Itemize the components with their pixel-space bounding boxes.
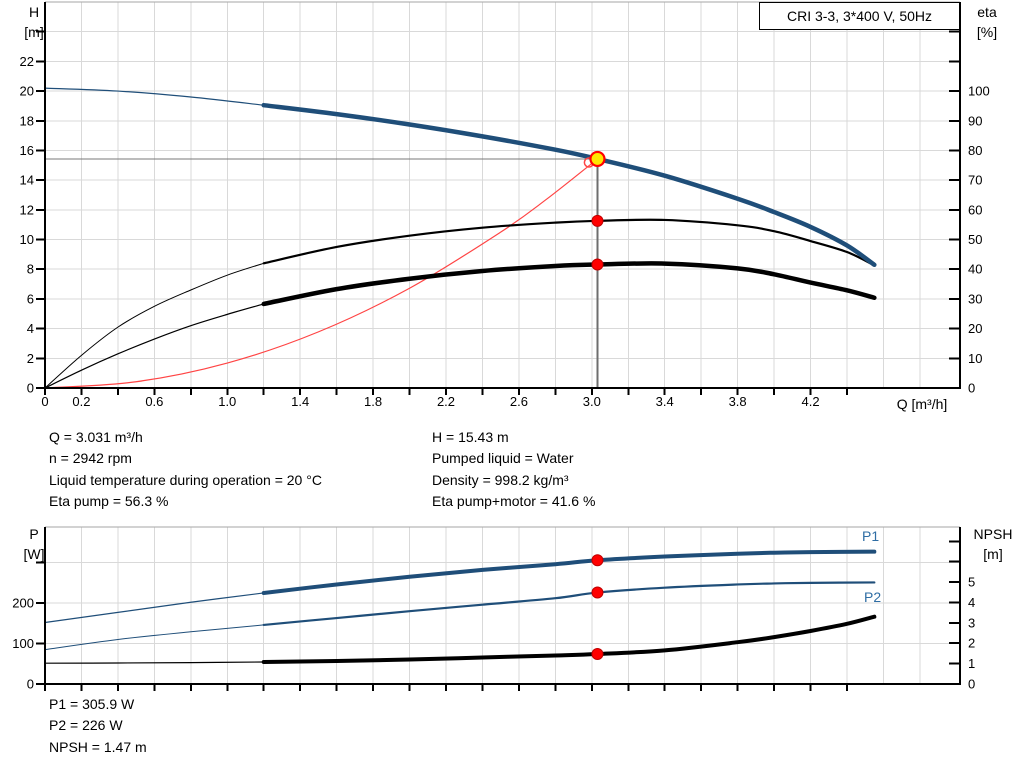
y-left-tick-label: 18 xyxy=(20,113,34,128)
speed-value: n = 2942 rpm xyxy=(49,450,132,467)
x-tick-label: 3.4 xyxy=(656,394,674,409)
p2-curve-label: P2 xyxy=(864,589,882,605)
p1-curve xyxy=(261,549,877,595)
x-tick-label: 4.2 xyxy=(801,394,819,409)
npsh-curve xyxy=(261,614,877,664)
y-right-tick-label: 0 xyxy=(968,677,975,692)
h-value: H = 15.43 m xyxy=(432,429,509,445)
npsh-value: NPSH = 1.47 m xyxy=(49,738,147,755)
h-axis-label: H [m] xyxy=(24,4,44,40)
y-left-tick-label: 8 xyxy=(27,262,34,277)
x-tick-label: 0.2 xyxy=(72,394,90,409)
duty-info-right: H = 15.43 m Pumped liquid = Water Densit… xyxy=(432,427,595,513)
q-value: Q = 3.031 m³/h xyxy=(49,429,143,445)
liquid-temperature-value: Liquid temperature during operation = 20… xyxy=(49,471,322,488)
density-value: Density = 998.2 kg/m³ xyxy=(432,471,569,488)
head-curve xyxy=(261,102,877,268)
p-axis-label: P [W] xyxy=(23,526,45,562)
y-right-tick-label: 30 xyxy=(968,291,982,306)
y-right-tick-label: 1 xyxy=(968,656,975,671)
y-right-tick-label: 2 xyxy=(968,636,975,651)
y-right-tick-label: 40 xyxy=(968,262,982,277)
head-curve-thin xyxy=(44,87,265,106)
y-left-tick-label: 2 xyxy=(27,351,34,366)
x-tick-label: 1.8 xyxy=(364,394,382,409)
eta-pump-motor-value: Eta pump+motor = 41.6 % xyxy=(432,493,596,510)
y-right-tick-label: 20 xyxy=(968,321,982,336)
system-curve xyxy=(44,158,599,389)
p1-curve-thin xyxy=(44,592,265,624)
pump-model-box: CRI 3-3, 3*400 V, 50Hz xyxy=(759,2,960,30)
x-tick-label: 1.0 xyxy=(218,394,236,409)
duty-point-marker[interactable] xyxy=(589,150,606,168)
y-left-tick-label: 200 xyxy=(12,596,34,611)
pumped-liquid-value: Pumped liquid = Water xyxy=(432,450,574,467)
y-right-tick-label: 4 xyxy=(968,595,975,610)
duty-dot-eta-pump-motor-curve xyxy=(591,258,604,271)
power-info: P1 = 305.9 W P2 = 226 W NPSH = 1.47 m xyxy=(49,694,147,758)
eta-pump-value: Eta pump = 56.3 % xyxy=(49,493,169,510)
duty-dot-p1-curve xyxy=(591,554,604,567)
x-tick-label: 2.2 xyxy=(437,394,455,409)
y-right-tick-label: 3 xyxy=(968,615,975,630)
y-left-tick-label: 6 xyxy=(27,291,34,306)
duty-dot-npsh-curve xyxy=(591,648,604,661)
y-left-tick-label: 16 xyxy=(20,143,34,158)
duty-dot-eta-pump-curve xyxy=(591,214,604,227)
y-left-tick-label: 0 xyxy=(27,381,34,396)
y-right-tick-label: 90 xyxy=(968,113,982,128)
y-left-tick-label: 100 xyxy=(12,636,34,651)
npsh-curve-thin xyxy=(44,661,265,664)
duty-dot-p2-curve xyxy=(591,586,604,599)
y-left-tick-label: 0 xyxy=(27,677,34,692)
p2-curve xyxy=(262,581,876,627)
p2-curve-thin xyxy=(44,624,265,651)
y-left-tick-label: 4 xyxy=(27,321,34,336)
p2-value: P2 = 226 W xyxy=(49,717,123,734)
x-tick-label: 0 xyxy=(41,394,48,409)
eta-axis-label: eta [%] xyxy=(976,4,998,40)
y-right-tick-label: 70 xyxy=(968,173,982,188)
y-right-tick-label: 10 xyxy=(968,351,982,366)
p1-curve-label: P1 xyxy=(862,528,880,544)
x-tick-label: 1.4 xyxy=(291,394,309,409)
y-right-tick-label: 80 xyxy=(968,143,982,158)
p1-value: P1 = 305.9 W xyxy=(49,696,135,712)
y-left-tick-label: 12 xyxy=(20,202,34,217)
npsh-axis-label: NPSH [m] xyxy=(973,526,1013,562)
x-tick-label: 3.8 xyxy=(729,394,747,409)
y-left-tick-label: 14 xyxy=(20,173,34,188)
y-left-tick-label: 20 xyxy=(20,84,34,99)
y-left-tick-label: 10 xyxy=(20,232,34,247)
eta-pump-motor-curve xyxy=(261,261,877,307)
eta-pump-curve xyxy=(262,218,876,267)
x-tick-label: 2.6 xyxy=(510,394,528,409)
x-tick-label: 3.0 xyxy=(583,394,601,409)
y-right-tick-label: 50 xyxy=(968,232,982,247)
eta-pump-motor-curve-thin xyxy=(44,303,265,389)
duty-info-left: Q = 3.031 m³/h n = 2942 rpm Liquid tempe… xyxy=(49,427,322,513)
y-right-tick-label: 100 xyxy=(968,84,990,99)
x-tick-label: 0.6 xyxy=(145,394,163,409)
eta-pump-curve-thin xyxy=(44,262,265,389)
y-left-tick-label: 22 xyxy=(20,54,34,69)
y-right-tick-label: 0 xyxy=(968,381,975,396)
q-axis-label: Q [m³/h] xyxy=(896,396,948,412)
y-right-tick-label: 5 xyxy=(968,575,975,590)
y-right-tick-label: 60 xyxy=(968,202,982,217)
